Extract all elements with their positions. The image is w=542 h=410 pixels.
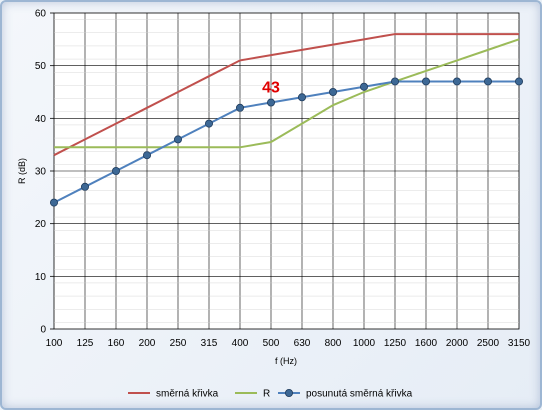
data-point-marker bbox=[421, 77, 430, 86]
data-point-marker bbox=[452, 77, 461, 86]
x-tick-label: 125 bbox=[77, 338, 94, 349]
legend-marker bbox=[284, 388, 293, 397]
x-tick-labels: 100 125 160 200 250 315 400 500 630 800 1000 1250 16… bbox=[46, 338, 531, 349]
data-point-marker bbox=[235, 103, 244, 112]
data-point-marker bbox=[328, 88, 337, 97]
x-tick-label: 315 bbox=[201, 338, 218, 349]
y-tick-label: 60 bbox=[35, 9, 47, 20]
series-markers bbox=[50, 77, 524, 207]
legend-label-1: směrná křivka bbox=[156, 389, 219, 400]
x-tick-label: 1600 bbox=[415, 338, 438, 349]
x-tick-label: 2000 bbox=[446, 338, 469, 349]
data-point-marker bbox=[266, 98, 275, 107]
x-tick-label: 800 bbox=[325, 338, 342, 349]
data-point-marker bbox=[390, 77, 399, 86]
x-tick-label: 1250 bbox=[384, 338, 407, 349]
legend-label-3: posunutá směrná křivka bbox=[306, 389, 413, 400]
y-tick-label: 30 bbox=[35, 167, 47, 178]
series-line-1 bbox=[53, 33, 519, 157]
data-point-marker bbox=[50, 198, 59, 207]
data-point-marker bbox=[483, 77, 492, 86]
x-tick-label: 2500 bbox=[477, 338, 500, 349]
annotation-label: 43 bbox=[262, 80, 280, 97]
x-tick-label: 400 bbox=[232, 338, 249, 349]
data-point-marker bbox=[142, 151, 151, 160]
y-tick-label: 10 bbox=[35, 272, 47, 283]
y-tick-label: 50 bbox=[35, 61, 47, 72]
series-line-3 bbox=[53, 80, 519, 204]
series-line-2 bbox=[54, 38, 520, 149]
x-tick-label: 3150 bbox=[508, 338, 531, 349]
data-point-marker bbox=[204, 119, 213, 128]
x-tick-label: 500 bbox=[263, 338, 280, 349]
y-tick-labels: 0 10 20 30 40 50 60 bbox=[35, 9, 54, 336]
data-point-marker bbox=[515, 77, 524, 86]
data-point-marker bbox=[112, 166, 121, 175]
y-axis-title: R (dB) bbox=[17, 158, 27, 184]
x-tick-label: 100 bbox=[46, 338, 63, 349]
y-tick-label: 40 bbox=[35, 114, 47, 125]
data-point-marker bbox=[81, 182, 90, 191]
data-point-marker bbox=[297, 93, 306, 102]
y-tick-label: 20 bbox=[35, 219, 47, 230]
x-tick-label: 630 bbox=[294, 338, 311, 349]
x-tick-label: 250 bbox=[170, 338, 187, 349]
x-tick-label: 1000 bbox=[353, 338, 376, 349]
series-lines bbox=[53, 33, 520, 204]
data-point-marker bbox=[359, 82, 368, 91]
x-axis-title: f (Hz) bbox=[275, 356, 297, 366]
data-point-marker bbox=[173, 135, 182, 144]
x-tick-label: 160 bbox=[108, 338, 125, 349]
y-tick-label: 0 bbox=[40, 325, 46, 336]
x-tick-label: 200 bbox=[139, 338, 156, 349]
legend-label-2: R bbox=[263, 389, 270, 400]
